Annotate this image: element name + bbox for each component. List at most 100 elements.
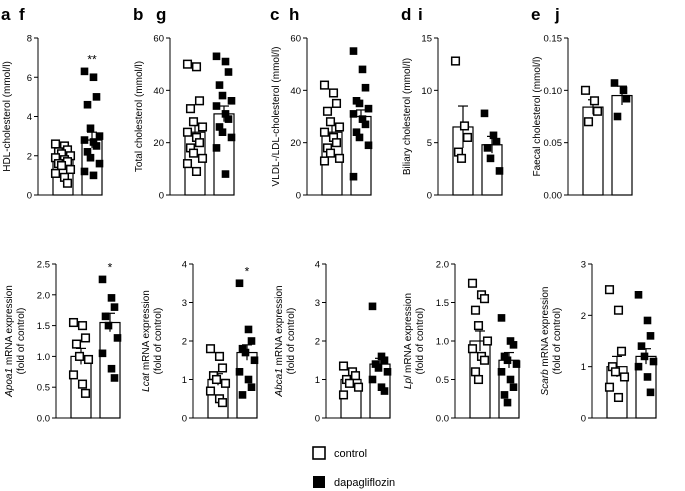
point-d-control-0 bbox=[450, 56, 461, 66]
y-tick-label-d-0: 0 bbox=[427, 191, 432, 202]
legend-control-label: control bbox=[334, 448, 367, 460]
point-i-dapagliflozin-8 bbox=[509, 383, 518, 391]
point-g-control-8 bbox=[217, 398, 228, 408]
point-c-dapagliflozin-7 bbox=[358, 115, 367, 123]
y-tick-label-f-2: 1.0 bbox=[37, 352, 50, 363]
point-i-control-2 bbox=[479, 294, 490, 304]
y-axis-label-g: Lcat mRNA expression bbox=[141, 290, 152, 392]
point-g-dapagliflozin-9 bbox=[238, 391, 247, 399]
point-e-control-3 bbox=[583, 117, 594, 127]
point-i-dapagliflozin-4 bbox=[503, 356, 512, 365]
point-b-control-1 bbox=[191, 62, 202, 72]
y-axis-label-f: Apoa1 mRNA expression bbox=[4, 285, 15, 398]
significance-a: ** bbox=[87, 52, 97, 66]
panel-label-c: c bbox=[270, 5, 279, 24]
point-b-control-10 bbox=[188, 148, 199, 158]
point-b-control-5 bbox=[197, 122, 208, 132]
point-d-dapagliflozin-0 bbox=[480, 109, 489, 118]
y-tick-label-d-2: 10 bbox=[421, 86, 432, 97]
y-tick-label-f-5: 2.5 bbox=[37, 260, 50, 271]
point-a-dapagliflozin-0 bbox=[80, 67, 89, 76]
point-f-control-7 bbox=[77, 379, 88, 389]
point-b-dapagliflozin-8 bbox=[224, 115, 233, 123]
point-h-dapagliflozin-3 bbox=[371, 360, 380, 368]
y-tick-label-c-0: 0 bbox=[296, 191, 301, 202]
point-c-dapagliflozin-4 bbox=[355, 99, 364, 108]
point-b-dapagliflozin-3 bbox=[215, 81, 224, 89]
point-d-dapagliflozin-3 bbox=[483, 144, 492, 152]
point-a-dapagliflozin-13 bbox=[89, 171, 98, 180]
y-tick-label-j-3: 3 bbox=[581, 260, 586, 271]
legend-control-swatch bbox=[312, 446, 326, 460]
point-c-dapagliflozin-1 bbox=[358, 65, 367, 74]
panel-i: i 0.0 0.5 1.0 1.5 2.0 Lpl mRNA expression (fold… bbox=[403, 5, 521, 425]
panel-label-j: j bbox=[554, 5, 560, 24]
y-axis-label-gene-f: Apoa1 bbox=[4, 368, 15, 398]
y-tick-label-j-2: 2 bbox=[581, 311, 586, 322]
y-tick-label-e-3: 0.15 bbox=[544, 34, 563, 45]
point-c-control-4 bbox=[325, 117, 336, 127]
panel-d: d 0 5 10 15 Biliary cholesterol (mmol/l) bbox=[401, 5, 504, 202]
point-j-control-6 bbox=[604, 382, 615, 392]
point-g-dapagliflozin-8 bbox=[247, 383, 256, 391]
y-tick-label-g-2: 2 bbox=[182, 337, 187, 348]
point-e-dapagliflozin-2 bbox=[622, 94, 631, 103]
point-e-control-2 bbox=[592, 106, 603, 116]
point-j-control-0 bbox=[604, 285, 615, 295]
point-f-dapagliflozin-8 bbox=[110, 374, 119, 382]
point-a-control-0 bbox=[50, 139, 61, 149]
point-b-control-12 bbox=[182, 159, 193, 169]
point-g-dapagliflozin-2 bbox=[247, 337, 256, 345]
y-tick-label-a-4: 8 bbox=[27, 34, 32, 45]
point-b-dapagliflozin-10 bbox=[218, 128, 227, 136]
point-i-dapagliflozin-5 bbox=[512, 360, 521, 368]
point-f-control-1 bbox=[77, 321, 88, 331]
point-f-control-0 bbox=[68, 317, 79, 328]
point-j-dapagliflozin-6 bbox=[634, 362, 643, 371]
point-f-dapagliflozin-4 bbox=[104, 321, 113, 330]
y-tick-label-a-2: 4 bbox=[27, 112, 32, 123]
point-j-dapagliflozin-0 bbox=[634, 291, 643, 299]
point-c-control-8 bbox=[331, 138, 342, 148]
y-tick-label-j-1: 1 bbox=[581, 362, 586, 373]
point-a-control-10 bbox=[56, 161, 67, 171]
y-axis-label-j: Scarb mRNA expression bbox=[540, 287, 551, 396]
point-c-dapagliflozin-2 bbox=[361, 83, 370, 92]
point-b-control-11 bbox=[197, 153, 208, 163]
point-g-control-1 bbox=[214, 351, 225, 361]
point-j-control-2 bbox=[616, 346, 627, 356]
y-axis-label-text-h: mRNA expression bbox=[274, 285, 285, 368]
point-b-dapagliflozin-13 bbox=[221, 170, 230, 178]
point-i-dapagliflozin-10 bbox=[503, 398, 512, 407]
point-g-dapagliflozin-6 bbox=[235, 368, 244, 376]
point-a-dapagliflozin-7 bbox=[89, 138, 98, 146]
point-h-dapagliflozin-5 bbox=[383, 368, 392, 376]
y-tick-label-i-3: 1.5 bbox=[436, 298, 449, 309]
point-e-dapagliflozin-1 bbox=[619, 86, 628, 95]
point-i-control-10 bbox=[473, 374, 484, 385]
panel-label-b: b bbox=[133, 5, 143, 24]
point-b-control-6 bbox=[182, 127, 193, 137]
point-e-dapagliflozin-3 bbox=[613, 112, 622, 121]
panel-b: b 0 20 40 60 Total cholesterol (mmol/l) bbox=[133, 5, 236, 202]
point-c-control-12 bbox=[319, 156, 330, 166]
y-tick-label-f-0: 0.0 bbox=[37, 414, 50, 425]
point-b-dapagliflozin-6 bbox=[212, 102, 221, 110]
point-g-dapagliflozin-5 bbox=[250, 356, 259, 365]
point-h-dapagliflozin-2 bbox=[380, 356, 389, 365]
bar-c-dapagliflozin bbox=[350, 115, 372, 196]
point-b-control-4 bbox=[188, 117, 199, 127]
point-g-dapagliflozin-7 bbox=[244, 375, 253, 384]
point-h-control-5 bbox=[353, 382, 364, 392]
y-axis-label2-f: (fold of control) bbox=[16, 308, 27, 375]
y-axis-label-i: Lpl mRNA expression bbox=[403, 293, 414, 389]
point-a-dapagliflozin-1 bbox=[89, 73, 98, 82]
y-tick-label-d-3: 15 bbox=[421, 34, 432, 45]
panel-h: h 0 1 2 3 4 Abca1 mRNA expression (fold of cont… bbox=[274, 5, 392, 425]
point-a-dapagliflozin-2 bbox=[92, 93, 101, 101]
y-tick-label-i-0: 0.0 bbox=[436, 414, 449, 425]
y-axis-label-text-j: mRNA expression bbox=[540, 287, 551, 370]
point-c-dapagliflozin-10 bbox=[355, 133, 364, 142]
y-axis-label-text-i: mRNA expression bbox=[403, 293, 414, 376]
